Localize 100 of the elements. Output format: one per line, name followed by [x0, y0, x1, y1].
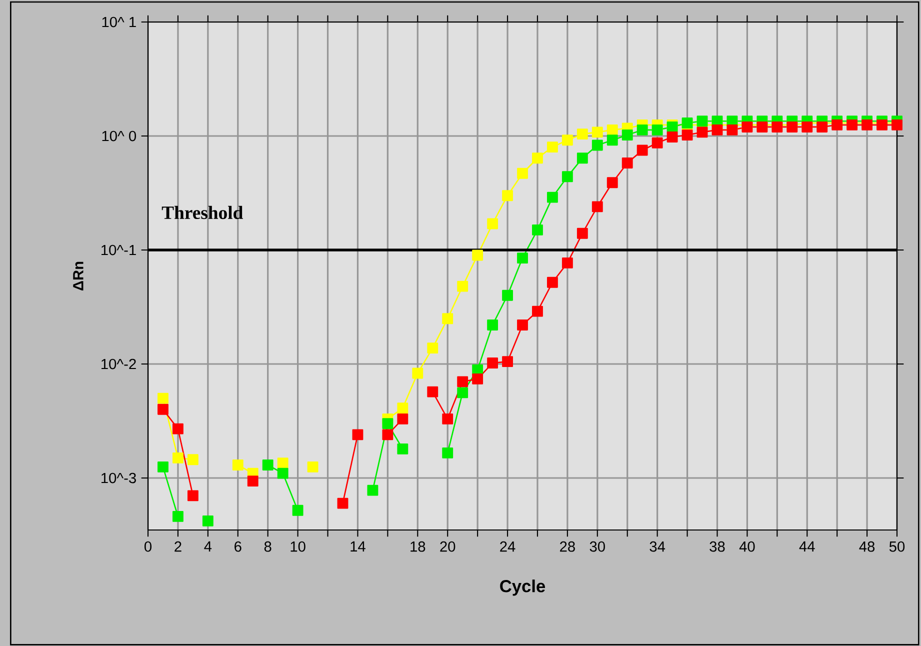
x-axis-title: Cycle	[500, 580, 546, 596]
point	[382, 418, 394, 430]
point	[158, 392, 168, 404]
point	[532, 224, 543, 236]
point	[277, 468, 288, 479]
point	[397, 413, 408, 424]
point	[562, 171, 573, 182]
point	[666, 132, 678, 142]
x-tick-label: 24	[500, 541, 516, 552]
point	[412, 368, 424, 379]
point	[652, 137, 663, 148]
x-tick-label: 48	[859, 541, 875, 552]
x-tick-label: 0	[144, 541, 152, 552]
point	[772, 122, 783, 132]
y-tick-label: 10^-1	[102, 244, 136, 256]
point	[606, 177, 618, 188]
point	[382, 429, 394, 440]
point	[352, 429, 364, 440]
y-axis-title: ΔRn	[73, 262, 84, 290]
point	[172, 452, 184, 464]
point	[292, 504, 304, 516]
ref-line-label: Threshold	[162, 206, 244, 220]
point	[517, 252, 528, 264]
point	[487, 218, 498, 230]
point	[502, 290, 513, 301]
point	[562, 257, 573, 268]
point	[457, 280, 468, 292]
x-tick-label: 10	[290, 541, 306, 552]
point	[742, 122, 753, 132]
point	[546, 276, 558, 288]
x-tick-label: 38	[710, 541, 725, 552]
y-tick-label: 10^ 0	[102, 130, 136, 142]
point	[487, 320, 498, 330]
point	[802, 122, 813, 132]
point	[457, 376, 468, 388]
point	[517, 168, 528, 179]
point	[622, 158, 633, 168]
x-tick-label: 6	[234, 541, 242, 552]
point	[636, 144, 648, 156]
point	[158, 404, 168, 415]
y-tick-label: 10^-2	[102, 358, 136, 370]
x-tick-label: 28	[560, 541, 575, 552]
x-tick-label: 8	[264, 541, 272, 552]
point	[592, 201, 603, 212]
point	[606, 124, 618, 136]
point	[502, 356, 513, 368]
point	[277, 458, 288, 469]
point	[442, 313, 454, 324]
point	[442, 413, 454, 424]
x-tick-label: 40	[739, 541, 755, 552]
point	[546, 142, 558, 153]
point	[172, 423, 184, 434]
point	[187, 490, 198, 502]
point	[502, 190, 513, 202]
point	[696, 116, 708, 127]
point	[562, 134, 573, 146]
point	[576, 128, 588, 140]
point	[606, 134, 618, 146]
point	[262, 460, 274, 470]
point	[532, 306, 543, 317]
point	[756, 122, 768, 132]
y-tick-label: 10^ 1	[102, 16, 136, 28]
y-tick-label: 10^-3	[102, 472, 136, 484]
point	[158, 461, 168, 472]
point	[712, 124, 723, 136]
point	[337, 498, 348, 509]
point	[367, 484, 378, 496]
point	[472, 250, 484, 261]
point	[682, 130, 693, 140]
x-tick-label: 14	[350, 541, 366, 552]
point	[592, 140, 603, 151]
point	[576, 152, 588, 164]
x-tick-label: 30	[590, 541, 605, 552]
point	[427, 342, 438, 354]
point	[517, 320, 528, 330]
point	[652, 124, 663, 136]
point	[232, 460, 244, 470]
point	[592, 126, 603, 138]
point	[307, 461, 318, 472]
point	[546, 192, 558, 203]
point	[457, 387, 468, 398]
x-tick-label: 18	[410, 541, 426, 552]
x-tick-label: 34	[650, 541, 666, 552]
x-tick-label: 44	[799, 541, 815, 552]
x-tick-label: 50	[889, 541, 905, 552]
point	[427, 386, 438, 398]
point	[247, 476, 258, 487]
point	[442, 447, 454, 458]
x-tick-label: 4	[204, 541, 212, 552]
point	[472, 373, 484, 384]
point	[172, 510, 184, 522]
point	[816, 122, 828, 132]
point	[696, 126, 708, 138]
point	[786, 122, 798, 132]
point	[187, 454, 198, 466]
point	[397, 443, 408, 454]
point	[726, 124, 738, 136]
point	[397, 402, 408, 414]
point	[202, 515, 214, 526]
x-tick-label: 2	[174, 541, 182, 552]
